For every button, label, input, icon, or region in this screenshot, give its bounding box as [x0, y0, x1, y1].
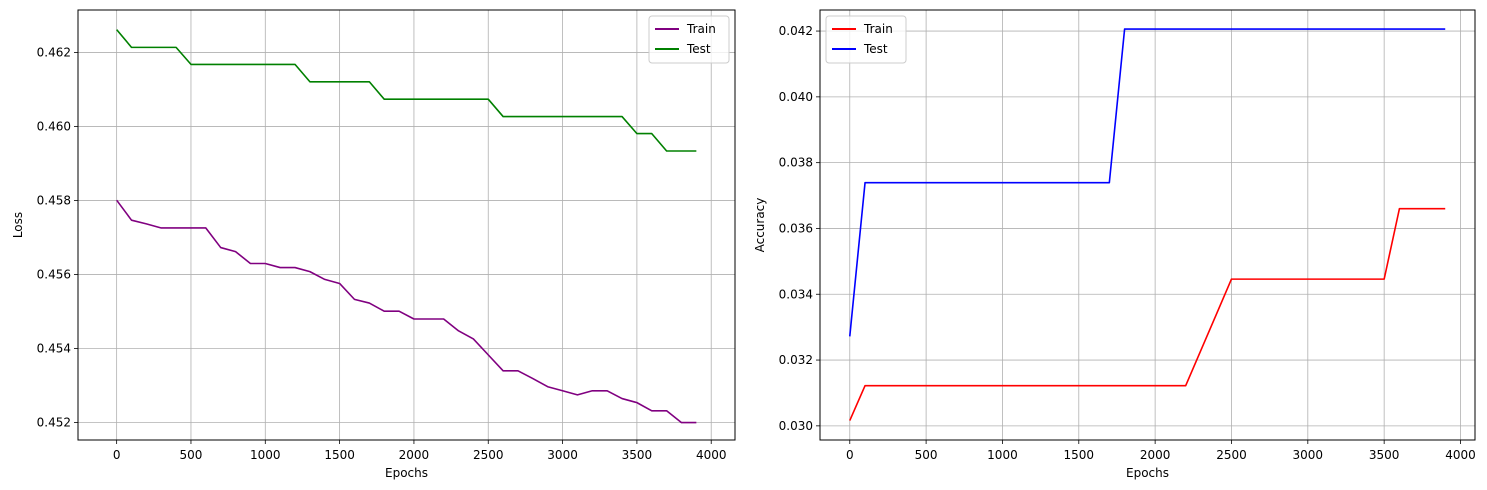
loss-legend-box: [648, 15, 730, 64]
accuracy-legend-train-label: Train: [863, 22, 893, 36]
loss-x-ticks: 0 500 1000 1500 2000 2500 3000 3500 4000: [113, 440, 727, 462]
loss-x-axis-label: Epochs: [385, 466, 428, 480]
accuracy-x-axis-label: Epochs: [1126, 466, 1169, 480]
accuracy-y-tick-label: 0.030: [779, 419, 813, 433]
loss-x-tick-label: 2500: [473, 448, 504, 462]
loss-legend: Train Test: [648, 15, 730, 64]
loss-series-train-line: [116, 199, 697, 424]
accuracy-y-tick-label: 0.036: [779, 221, 813, 235]
accuracy-chart: 0 500 1000 1500 2000 2500 3000 3500 4000 0.0300.…: [753, 9, 1476, 480]
accuracy-y-tick-label: 0.032: [779, 353, 813, 367]
loss-legend-test-label: Test: [686, 42, 711, 56]
loss-x-tick-label: 3500: [622, 448, 653, 462]
accuracy-x-tick-label: 4000: [1445, 448, 1476, 462]
accuracy-legend-box: [825, 15, 907, 64]
loss-series: [116, 29, 697, 424]
accuracy-x-tick-label: 2000: [1140, 448, 1171, 462]
accuracy-x-ticks: 0 500 1000 1500 2000 2500 3000 3500 4000: [846, 440, 1476, 462]
accuracy-axes-frame: [819, 9, 1476, 441]
loss-axes-frame: [77, 9, 736, 441]
accuracy-y-tick-label: 0.040: [779, 90, 813, 104]
loss-x-tick-label: 1000: [250, 448, 281, 462]
loss-x-tick-label: 3000: [547, 448, 578, 462]
accuracy-y-tick-label: 0.042: [779, 24, 813, 38]
accuracy-y-tick-label: 0.034: [779, 287, 813, 301]
loss-legend-train-label: Train: [686, 22, 716, 36]
loss-y-axis-label: Loss: [11, 212, 25, 238]
loss-y-tick-label: 0.452: [37, 416, 71, 430]
accuracy-x-tick-label: 500: [915, 448, 938, 462]
loss-x-tick-label: 4000: [696, 448, 727, 462]
accuracy-y-axis-label: Accuracy: [753, 198, 767, 253]
accuracy-series-train-line: [849, 207, 1446, 421]
accuracy-y-tick-label: 0.038: [779, 156, 813, 170]
accuracy-x-tick-label: 2500: [1216, 448, 1247, 462]
loss-y-ticks: 0.452 0.454 0.456 0.458 0.460 0.462: [37, 46, 78, 430]
accuracy-x-tick-label: 1000: [987, 448, 1018, 462]
accuracy-x-tick-label: 0: [846, 448, 854, 462]
loss-grid: [78, 10, 735, 440]
accuracy-x-tick-label: 3500: [1369, 448, 1400, 462]
accuracy-legend-test-label: Test: [863, 42, 888, 56]
accuracy-x-tick-label: 1500: [1064, 448, 1095, 462]
accuracy-series-test-line: [848, 28, 1446, 337]
loss-y-tick-label: 0.456: [37, 268, 71, 282]
loss-x-tick-label: 500: [180, 448, 203, 462]
loss-x-tick-label: 2000: [399, 448, 430, 462]
loss-series-test-line: [116, 29, 697, 152]
loss-x-tick-label: 0: [113, 448, 121, 462]
loss-y-tick-label: 0.460: [37, 120, 71, 134]
accuracy-x-tick-label: 3000: [1293, 448, 1324, 462]
accuracy-legend: Train Test: [825, 15, 907, 64]
loss-y-tick-label: 0.454: [37, 342, 71, 356]
loss-y-tick-label: 0.458: [37, 194, 71, 208]
accuracy-series: [848, 28, 1446, 421]
loss-y-tick-label: 0.462: [37, 46, 71, 60]
loss-x-tick-label: 1500: [324, 448, 355, 462]
accuracy-grid: [820, 10, 1475, 440]
loss-chart: 0 500 1000 1500 2000 2500 3000 3500 4000 0.4520.…: [11, 9, 736, 480]
accuracy-y-ticks: 0.030 0.032 0.034 0.036 0.038 0.040 0.042: [779, 24, 820, 433]
